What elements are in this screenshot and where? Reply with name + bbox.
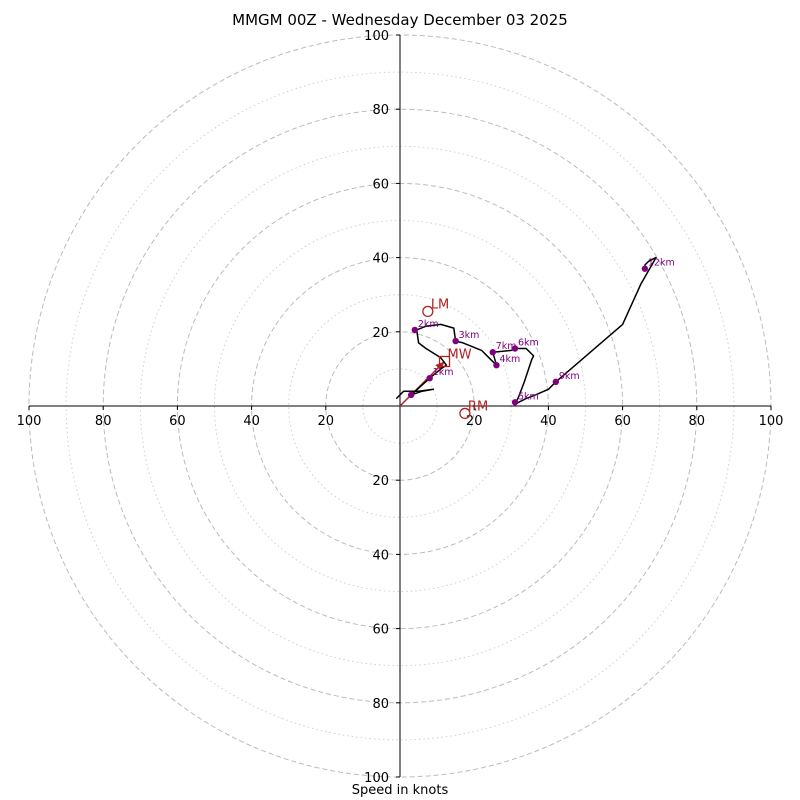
y-tick-label: 80: [372, 697, 389, 712]
y-tick-label: 40: [372, 548, 389, 563]
x-tick-label: 40: [540, 414, 557, 429]
storm-motion-label-rm: RM: [468, 399, 488, 414]
height-label-9km: 9km: [559, 371, 580, 382]
height-label-12km: 12km: [648, 258, 675, 269]
y-tick-label: 60: [372, 177, 389, 192]
hodograph-line: [395, 256, 657, 405]
storm-motion-label-mw: MW: [448, 347, 472, 362]
storm-motion-marker-mw: [438, 355, 451, 368]
height-marker-4km: [493, 361, 500, 369]
height-label-1km: 1km: [433, 367, 454, 378]
x-tick-label: 20: [466, 414, 483, 429]
height-label-3km: 3km: [459, 330, 480, 341]
height-label-5km: 5km: [518, 391, 539, 402]
chart-title: MMGM 00Z - Wednesday December 03 2025: [232, 11, 568, 29]
height-marker-1km: [426, 374, 433, 382]
height-marker-7km: [489, 349, 496, 356]
x-tick-label: 40: [243, 414, 260, 429]
x-tick-label: 80: [689, 414, 706, 429]
height-label-4km: 4km: [499, 354, 520, 365]
y-tick-label: 40: [372, 252, 389, 267]
y-tick-label: 80: [372, 103, 389, 118]
y-tick-label: 20: [372, 326, 389, 341]
height-marker-6km: [511, 345, 519, 352]
y-tick-label: 60: [372, 623, 389, 638]
storm-motion-arrow: [399, 360, 446, 407]
x-tick-label: 60: [169, 414, 186, 429]
x-axis-label: Speed in knots: [351, 783, 449, 798]
y-tick-label: 100: [364, 29, 389, 44]
height-marker-12km: [641, 265, 649, 272]
height-marker-9km: [552, 378, 560, 386]
height-marker-2km: [411, 326, 419, 334]
x-tick-label: 80: [95, 414, 112, 429]
height-label-2km: 2km: [418, 319, 439, 330]
height-marker-3km: [452, 337, 459, 345]
height-label-7km: 7km: [496, 341, 517, 352]
storm-motion-marker-lm: [422, 305, 434, 318]
x-tick-label: 100: [759, 414, 784, 429]
x-tick-label: 100: [17, 414, 42, 429]
storm-motion-marker-rm: [459, 407, 471, 420]
y-tick-label: 100: [364, 771, 389, 786]
x-tick-label: 60: [614, 414, 631, 429]
height-marker: [407, 391, 415, 399]
storm-motion-label-lm: LM: [431, 297, 449, 312]
x-tick-label: 20: [318, 414, 335, 429]
height-label-6km: 6km: [518, 337, 539, 348]
height-marker-5km: [511, 399, 519, 406]
y-tick-label: 20: [372, 474, 389, 489]
